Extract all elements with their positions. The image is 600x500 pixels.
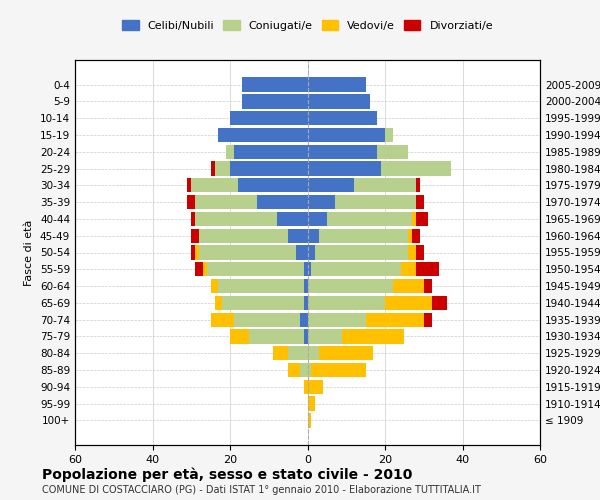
- Bar: [308, 262, 311, 276]
- Bar: [230, 162, 308, 175]
- Bar: [412, 212, 416, 226]
- Bar: [416, 212, 428, 226]
- Bar: [199, 228, 288, 243]
- Bar: [195, 195, 257, 210]
- Bar: [401, 262, 416, 276]
- Bar: [288, 346, 308, 360]
- Bar: [304, 296, 308, 310]
- Y-axis label: Fasce di età: Fasce di età: [25, 220, 34, 286]
- Bar: [215, 162, 230, 175]
- Bar: [308, 128, 385, 142]
- Bar: [207, 262, 304, 276]
- Bar: [187, 178, 191, 192]
- Bar: [238, 178, 308, 192]
- Bar: [211, 312, 234, 327]
- Bar: [343, 330, 404, 344]
- Bar: [308, 413, 311, 428]
- Bar: [308, 312, 365, 327]
- Bar: [191, 246, 195, 260]
- Bar: [242, 94, 308, 108]
- Bar: [308, 78, 365, 92]
- Bar: [203, 262, 207, 276]
- Bar: [308, 228, 319, 243]
- Bar: [272, 346, 288, 360]
- Bar: [308, 162, 381, 175]
- Legend: Celibi/Nubili, Coniugati/e, Vedovi/e, Divorziati/e: Celibi/Nubili, Coniugati/e, Vedovi/e, Di…: [118, 16, 497, 35]
- Bar: [424, 312, 431, 327]
- Bar: [385, 296, 431, 310]
- Bar: [288, 363, 300, 377]
- Bar: [315, 246, 408, 260]
- Bar: [199, 246, 296, 260]
- Bar: [242, 78, 308, 92]
- Bar: [381, 162, 451, 175]
- Bar: [308, 212, 327, 226]
- Bar: [308, 195, 335, 210]
- Bar: [431, 296, 447, 310]
- Bar: [335, 195, 416, 210]
- Bar: [304, 380, 308, 394]
- Bar: [230, 330, 250, 344]
- Bar: [308, 246, 315, 260]
- Bar: [250, 330, 304, 344]
- Bar: [304, 279, 308, 293]
- Bar: [300, 312, 308, 327]
- Bar: [393, 279, 424, 293]
- Bar: [304, 330, 308, 344]
- Bar: [311, 363, 365, 377]
- Bar: [311, 262, 401, 276]
- Bar: [319, 228, 408, 243]
- Bar: [308, 111, 377, 126]
- Bar: [408, 228, 412, 243]
- Bar: [211, 162, 215, 175]
- Text: Popolazione per età, sesso e stato civile - 2010: Popolazione per età, sesso e stato civil…: [42, 468, 412, 482]
- Bar: [308, 380, 323, 394]
- Bar: [327, 212, 412, 226]
- Bar: [408, 246, 416, 260]
- Bar: [354, 178, 416, 192]
- Bar: [230, 111, 308, 126]
- Bar: [377, 144, 408, 159]
- Bar: [308, 144, 377, 159]
- Bar: [416, 262, 439, 276]
- Bar: [319, 346, 373, 360]
- Bar: [308, 363, 311, 377]
- Bar: [308, 330, 343, 344]
- Bar: [257, 195, 308, 210]
- Bar: [308, 279, 393, 293]
- Bar: [308, 296, 385, 310]
- Bar: [234, 144, 308, 159]
- Bar: [308, 346, 319, 360]
- Bar: [218, 279, 304, 293]
- Bar: [308, 94, 370, 108]
- Bar: [211, 279, 218, 293]
- Bar: [385, 128, 393, 142]
- Bar: [226, 144, 234, 159]
- Bar: [191, 212, 195, 226]
- Bar: [288, 228, 308, 243]
- Bar: [195, 246, 199, 260]
- Bar: [195, 212, 277, 226]
- Bar: [215, 296, 222, 310]
- Text: COMUNE DI COSTACCIARO (PG) - Dati ISTAT 1° gennaio 2010 - Elaborazione TUTTITALI: COMUNE DI COSTACCIARO (PG) - Dati ISTAT …: [42, 485, 481, 495]
- Bar: [277, 212, 308, 226]
- Bar: [218, 128, 308, 142]
- Bar: [308, 178, 354, 192]
- Bar: [191, 178, 238, 192]
- Bar: [416, 246, 424, 260]
- Bar: [416, 178, 420, 192]
- Bar: [304, 262, 308, 276]
- Bar: [187, 195, 195, 210]
- Bar: [195, 262, 203, 276]
- Bar: [300, 363, 308, 377]
- Bar: [365, 312, 424, 327]
- Bar: [296, 246, 308, 260]
- Bar: [416, 195, 424, 210]
- Bar: [234, 312, 300, 327]
- Bar: [424, 279, 431, 293]
- Bar: [412, 228, 420, 243]
- Bar: [308, 396, 315, 410]
- Bar: [191, 228, 199, 243]
- Bar: [222, 296, 304, 310]
